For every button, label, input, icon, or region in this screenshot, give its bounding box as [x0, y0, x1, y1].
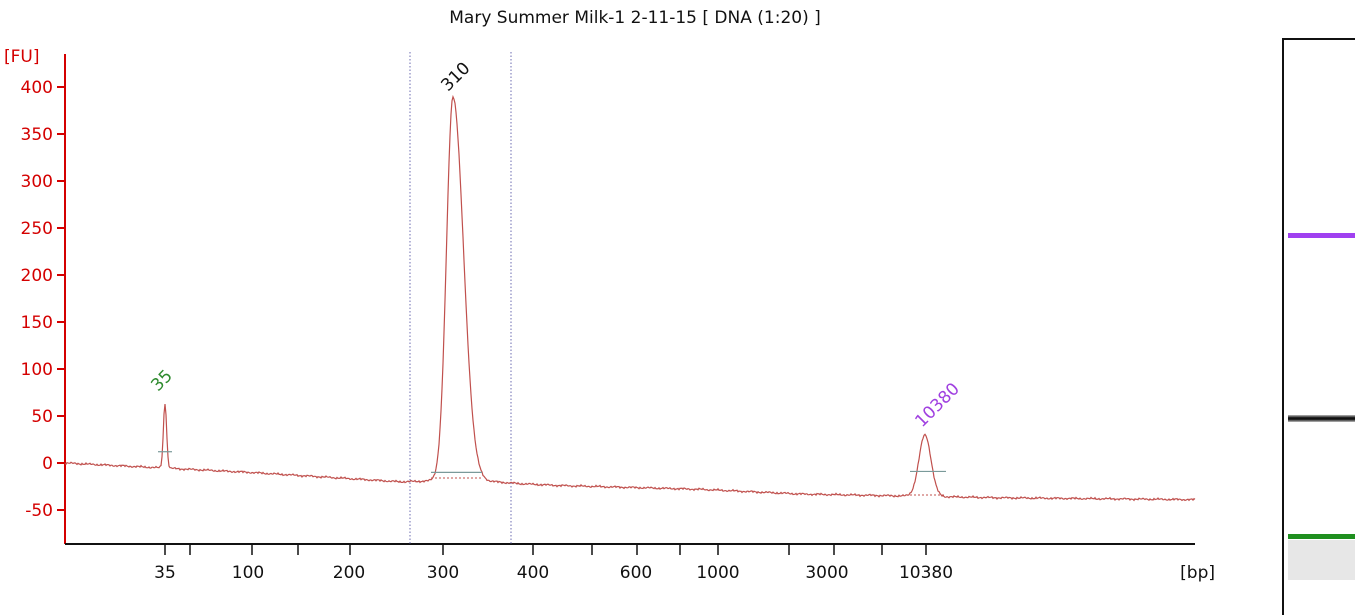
gel-shade: [1288, 540, 1355, 580]
gel-image: [1282, 38, 1355, 615]
x-tick-label: 400: [517, 563, 549, 583]
chart-title: Mary Summer Milk-1 2-11-15 [ DNA (1:20) …: [449, 8, 821, 28]
y-axis-label: [FU]: [4, 47, 40, 67]
gel-band-upper-marker: [1288, 233, 1355, 238]
y-tick-label: -50: [25, 501, 53, 521]
x-tick-label: 10380: [899, 563, 953, 583]
gel-band-lower-marker: [1288, 534, 1355, 539]
y-tick-label: 100: [21, 360, 53, 380]
series-line-trace: [64, 94, 1196, 502]
peak-label: 10380: [911, 379, 963, 431]
x-tick-label: 600: [620, 563, 652, 583]
x-axis-label: [bp]: [1180, 563, 1215, 583]
y-tick-label: 400: [21, 78, 53, 98]
x-tick-label: 200: [333, 563, 365, 583]
electropherogram-plot: 400 350 300 250 200 150 100 50 0 -50 [FU] 35 100 200 3…: [4, 47, 1215, 583]
y-tick-label: 0: [42, 454, 53, 474]
x-tick-label: 35: [154, 563, 176, 583]
y-tick-label: 350: [21, 125, 53, 145]
y-tick-label: 50: [31, 407, 53, 427]
gel-band-sample: [1288, 415, 1355, 422]
y-tick-label: 250: [21, 219, 53, 239]
y-tick-label: 200: [21, 266, 53, 286]
y-tick-label: 150: [21, 313, 53, 333]
peak-label: 310: [437, 58, 474, 95]
peak-label: 35: [147, 366, 176, 395]
x-tick-label: 100: [232, 563, 264, 583]
x-tick-label: 300: [427, 563, 459, 583]
x-tick-label: 3000: [805, 563, 848, 583]
y-tick-label: 300: [21, 172, 53, 192]
x-tick-label: 1000: [696, 563, 739, 583]
